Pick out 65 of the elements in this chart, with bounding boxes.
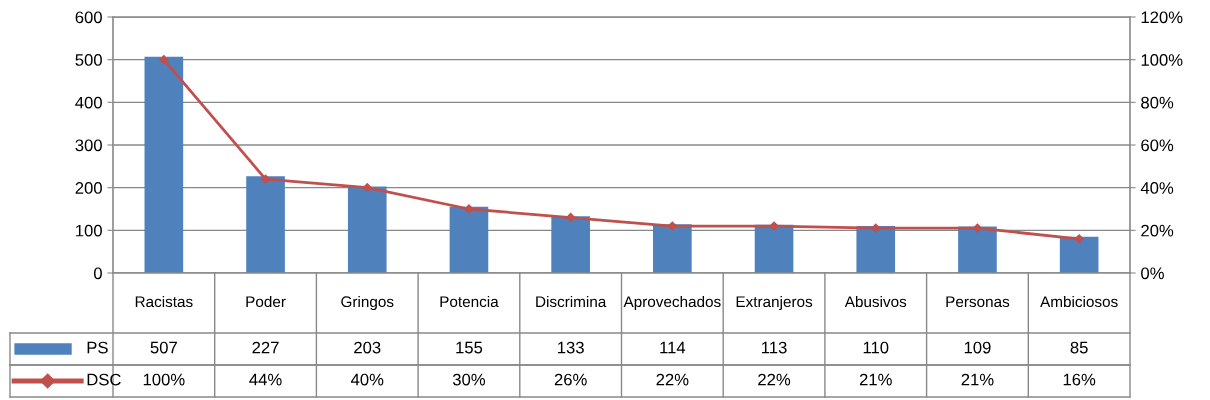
x-tick-label: Abusivos bbox=[844, 295, 907, 308]
legend-label: PS bbox=[87, 341, 108, 354]
data-label: 100% bbox=[143, 373, 185, 386]
point bbox=[566, 212, 576, 223]
bar bbox=[551, 216, 590, 273]
data-label: 203 bbox=[354, 341, 381, 354]
point bbox=[871, 223, 881, 233]
data-label: 133 bbox=[558, 341, 584, 354]
point bbox=[972, 223, 983, 233]
data-label: 113 bbox=[762, 341, 787, 354]
x-tick-label: Discrimina bbox=[536, 295, 607, 308]
data-label: 21% bbox=[961, 373, 994, 386]
data-label: 109 bbox=[964, 341, 991, 354]
bar bbox=[653, 224, 692, 273]
y-tick-label: 400 bbox=[75, 96, 102, 109]
y2-tick-label: 40% bbox=[1140, 182, 1174, 194]
y-tick-label: 300 bbox=[75, 139, 102, 152]
x-tick-label: Potencia bbox=[440, 295, 499, 308]
data-label: 114 bbox=[660, 341, 686, 354]
bar bbox=[754, 224, 794, 273]
bar bbox=[1059, 236, 1099, 273]
data-label: 44% bbox=[249, 373, 282, 386]
data-label: 30% bbox=[452, 373, 486, 386]
legend-label: DSC bbox=[87, 373, 121, 386]
bar bbox=[246, 176, 285, 273]
data-label: 40% bbox=[350, 373, 384, 386]
y2-tick-label: 100% bbox=[1141, 54, 1183, 66]
x-tick-label: Aprovechados bbox=[623, 295, 721, 311]
point bbox=[159, 55, 169, 65]
y2-tick-label: 0% bbox=[1141, 267, 1164, 280]
x-tick-label: Ambiciosos bbox=[1040, 295, 1118, 308]
y2-tick-label: 120% bbox=[1141, 11, 1183, 24]
y-tick-label: 200 bbox=[75, 182, 102, 194]
x-tick-label: Personas bbox=[946, 296, 1010, 308]
point bbox=[1074, 234, 1084, 244]
data-label: 16% bbox=[1063, 373, 1096, 386]
point bbox=[260, 174, 271, 184]
data-label: 507 bbox=[150, 341, 177, 354]
point bbox=[769, 221, 779, 231]
bar bbox=[347, 186, 387, 273]
x-tick-label: Extranjeros bbox=[736, 295, 813, 311]
point bbox=[362, 183, 372, 193]
y2-tick-label: 20% bbox=[1141, 224, 1174, 237]
y-tick-label: 100 bbox=[76, 224, 102, 237]
bar bbox=[856, 226, 896, 273]
y2-tick-label: 60% bbox=[1141, 139, 1174, 152]
data-label: 110 bbox=[863, 341, 889, 354]
data-label: 85 bbox=[1070, 341, 1088, 354]
bar bbox=[449, 206, 489, 273]
data-label: 21% bbox=[859, 373, 892, 386]
point bbox=[667, 221, 677, 231]
bar bbox=[958, 226, 997, 273]
bar bbox=[144, 56, 184, 273]
data-label: 155 bbox=[456, 341, 483, 354]
data-label: 26% bbox=[554, 373, 587, 386]
x-tick-label: Poder bbox=[246, 295, 286, 308]
data-label: 227 bbox=[252, 341, 279, 354]
x-tick-label: Racistas bbox=[135, 295, 193, 308]
data-label: 22% bbox=[758, 373, 791, 386]
y-tick-label: 500 bbox=[75, 54, 102, 66]
y-tick-label: 0 bbox=[93, 267, 102, 280]
x-tick-label: Gringos bbox=[341, 295, 394, 311]
y2-tick-label: 80% bbox=[1141, 96, 1174, 109]
data-label: 22% bbox=[656, 373, 689, 386]
y-tick-label: 600 bbox=[75, 11, 102, 24]
